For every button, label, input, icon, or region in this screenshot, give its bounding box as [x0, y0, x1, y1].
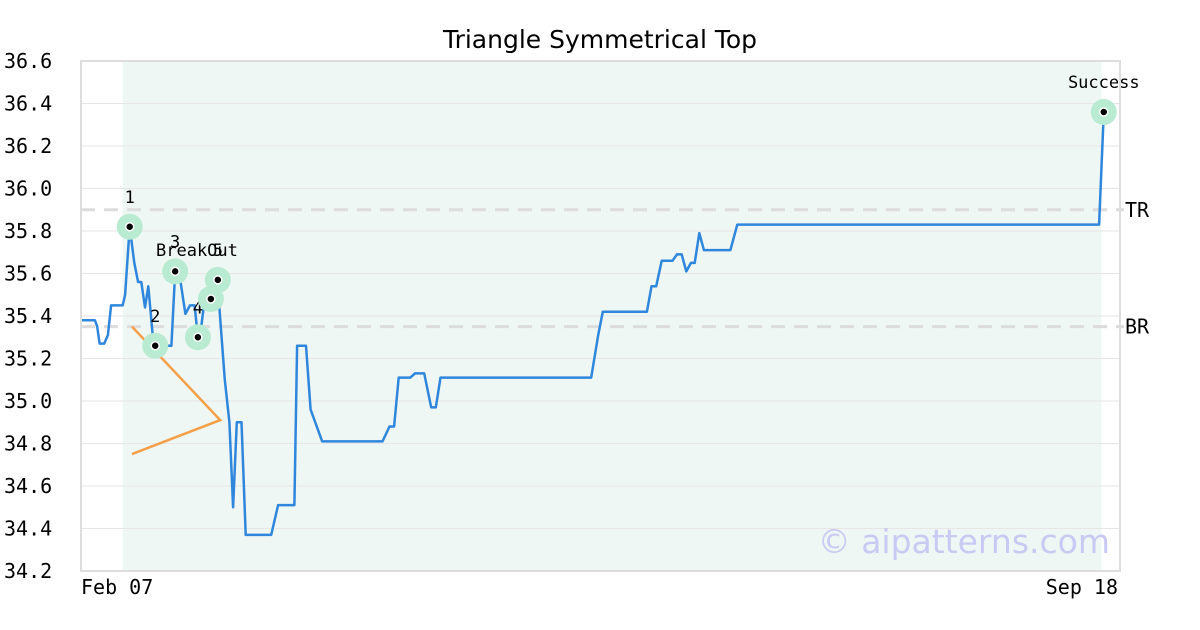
level-label-tr: TR: [1125, 198, 1150, 222]
y-tick-label: 34.6: [4, 474, 52, 498]
y-tick-label: 35.4: [4, 304, 52, 328]
breakout-label: BreakOut: [156, 241, 238, 261]
pivot-label: 5: [213, 241, 223, 261]
y-tick-label: 36.0: [4, 177, 52, 201]
pivot-label: 2: [150, 307, 160, 327]
pivot-label: 4: [193, 298, 203, 318]
pivot-marker: [1099, 107, 1109, 117]
plot-frame: [80, 60, 1121, 572]
triangle-pattern: [131, 325, 223, 456]
pivot-marker: [170, 266, 180, 277]
level-label-br: BR: [1125, 315, 1150, 339]
watermark: © aipatterns.com: [818, 522, 1110, 561]
pivot-marker: [213, 275, 223, 285]
price-line: [81, 111, 1106, 537]
y-tick-label: 34.4: [4, 517, 52, 541]
y-tick-label: 36.6: [4, 49, 52, 73]
x-tick-label: Feb 07: [81, 575, 153, 599]
y-tick-label: 35.0: [4, 389, 52, 413]
y-tick-label: 34.8: [4, 432, 52, 456]
y-tick-label: 36.4: [4, 92, 52, 116]
y-tick-label: 35.8: [4, 219, 52, 243]
pivot-marker: [193, 332, 203, 342]
pivot-marker: [150, 341, 160, 351]
pivot-marker: [124, 222, 135, 232]
pivot-label: 1: [125, 188, 135, 208]
pivot-label: Success: [1068, 73, 1140, 93]
pivot-label: 3: [170, 232, 180, 252]
x-tick-label: Sep 18: [1046, 575, 1118, 599]
chart-title: Triangle Symmetrical Top: [442, 25, 757, 54]
y-tick-label: 35.6: [4, 262, 52, 286]
y-tick-label: 35.2: [4, 347, 52, 371]
pivot-marker: [206, 294, 216, 304]
y-tick-label: 36.2: [4, 134, 52, 158]
y-tick-label: 34.2: [4, 559, 52, 583]
